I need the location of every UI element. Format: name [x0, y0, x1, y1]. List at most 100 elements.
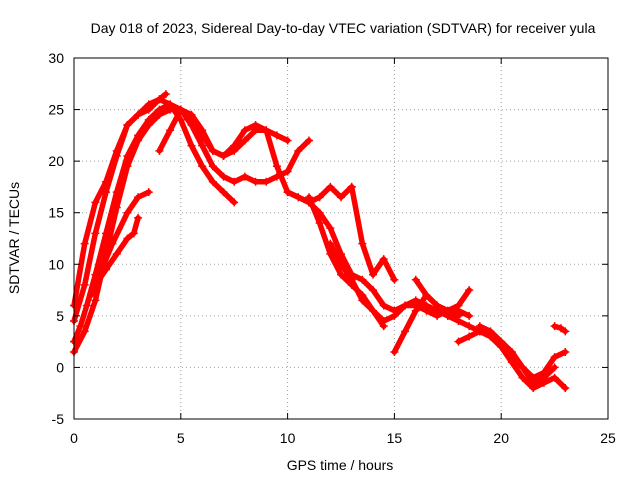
y-tick-label: 0 — [56, 359, 64, 375]
x-tick-label: 0 — [70, 430, 78, 446]
y-tick-label: 5 — [56, 308, 64, 324]
data-point-marker — [198, 141, 207, 150]
data-point-marker — [91, 229, 100, 238]
y-tick-label: 30 — [48, 50, 64, 66]
data-point-marker — [283, 136, 292, 145]
data-point-marker — [219, 151, 228, 160]
data-point-marker — [129, 229, 138, 238]
data-point-marker — [283, 167, 292, 176]
data-point-marker — [219, 172, 228, 181]
data-point-marker — [208, 146, 217, 155]
data-point-marker — [315, 219, 324, 228]
data-point-marker — [91, 280, 100, 289]
data-point-marker — [326, 182, 335, 191]
data-point-marker — [240, 172, 249, 181]
data-point-marker — [358, 239, 367, 248]
series-trace — [71, 96, 237, 324]
data-point-marker — [411, 275, 420, 284]
data-point-marker — [401, 301, 410, 310]
data-point-marker — [465, 322, 474, 331]
y-tick-label: 25 — [48, 102, 64, 118]
data-point-marker — [507, 347, 516, 356]
data-point-marker — [208, 177, 217, 186]
data-point-marker — [198, 126, 207, 135]
chart-title: Day 018 of 2023, Sidereal Day-to-day VTE… — [91, 20, 596, 36]
data-point-marker — [144, 100, 153, 109]
data-point-marker — [294, 146, 303, 155]
series-track-14 — [454, 327, 570, 393]
series-trace — [284, 189, 569, 381]
data-point-marker — [315, 193, 324, 202]
data-point-marker — [208, 162, 217, 171]
data-point-marker — [230, 198, 239, 207]
data-point-marker — [87, 291, 96, 300]
data-point-marker — [262, 177, 271, 186]
series-trace — [327, 240, 387, 329]
data-point-marker — [112, 249, 121, 258]
data-point-marker — [550, 322, 559, 331]
data-point-marker — [80, 280, 89, 289]
data-point-marker — [433, 311, 442, 320]
data-point-marker — [123, 208, 132, 217]
data-point-marker — [443, 306, 452, 315]
data-point-marker — [454, 337, 463, 346]
data-point-marker — [155, 146, 164, 155]
data-series — [70, 90, 570, 393]
data-point-marker — [161, 90, 170, 99]
series-track-15 — [475, 322, 559, 387]
data-point-marker — [518, 363, 527, 372]
data-point-marker — [91, 296, 100, 305]
series-track-10 — [326, 239, 388, 331]
data-point-marker — [230, 177, 239, 186]
x-axis-label: GPS time / hours — [287, 457, 394, 473]
x-tick-label: 15 — [387, 430, 403, 446]
data-point-marker — [123, 121, 132, 130]
data-point-marker — [304, 136, 313, 145]
data-point-marker — [240, 136, 249, 145]
series-track-11 — [347, 182, 399, 284]
series-trace — [348, 184, 398, 283]
data-point-marker — [144, 188, 153, 197]
data-point-marker — [198, 162, 207, 171]
data-point-marker — [176, 105, 185, 114]
data-point-marker — [358, 275, 367, 284]
data-point-marker — [82, 301, 91, 310]
data-point-marker — [91, 198, 100, 207]
series-track-13 — [411, 275, 463, 320]
data-point-marker — [134, 213, 143, 222]
data-point-marker — [369, 286, 378, 295]
data-point-marker — [240, 126, 249, 135]
data-point-marker — [251, 121, 260, 130]
data-point-marker — [337, 193, 345, 202]
series-trace — [306, 194, 472, 324]
data-point-marker — [283, 188, 292, 197]
x-tick-label: 25 — [600, 430, 616, 446]
data-point-marker — [390, 311, 399, 320]
data-point-marker — [561, 384, 570, 393]
data-point-marker — [379, 255, 388, 264]
data-point-marker — [475, 322, 484, 331]
data-point-marker — [390, 347, 399, 356]
data-point-marker — [144, 121, 153, 130]
data-point-marker — [550, 353, 559, 362]
series-track-7 — [155, 105, 356, 207]
data-point-marker — [187, 110, 196, 119]
data-point-marker — [539, 373, 548, 382]
series-track-16 — [550, 322, 570, 336]
data-point-marker — [390, 275, 399, 284]
data-point-marker — [465, 332, 474, 341]
data-point-marker — [219, 188, 228, 197]
y-axis-label: SDTVAR / TECUs — [6, 182, 22, 294]
data-point-marker — [155, 110, 164, 119]
data-point-marker — [401, 327, 410, 336]
data-point-marker — [112, 151, 121, 160]
data-point-marker — [465, 286, 474, 295]
data-point-marker — [422, 306, 431, 315]
data-point-marker — [304, 193, 313, 202]
data-point-marker — [76, 322, 85, 331]
data-point-marker — [379, 301, 388, 310]
data-point-marker — [433, 301, 442, 310]
data-point-marker — [411, 306, 420, 315]
data-point-marker — [262, 126, 271, 135]
